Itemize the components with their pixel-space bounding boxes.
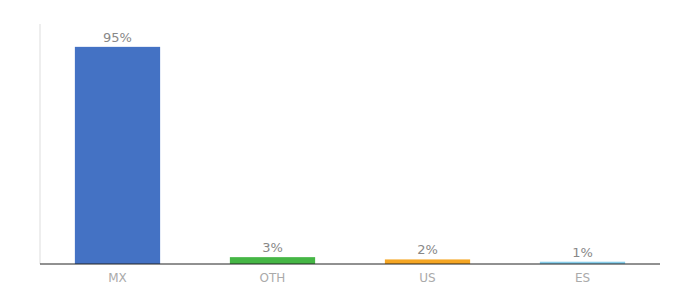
x-tick-label: MX bbox=[108, 271, 127, 285]
bar bbox=[385, 259, 470, 264]
bar bbox=[75, 47, 160, 264]
x-tick-label: US bbox=[419, 271, 435, 285]
y-axis-line bbox=[40, 24, 41, 264]
bar bbox=[230, 257, 315, 264]
bars bbox=[75, 47, 625, 264]
data-label: 1% bbox=[572, 245, 593, 260]
x-tick-label: OTH bbox=[260, 271, 286, 285]
x-axis-line bbox=[40, 264, 660, 265]
data-label: 2% bbox=[417, 242, 438, 257]
data-label: 3% bbox=[262, 240, 283, 255]
chart-container: 95% 3% 2% 1% MX OTH US ES bbox=[0, 0, 680, 300]
chart-svg: 95% 3% 2% 1% MX OTH US ES bbox=[0, 0, 680, 300]
x-tick-label: ES bbox=[575, 271, 590, 285]
data-label: 95% bbox=[103, 30, 132, 45]
